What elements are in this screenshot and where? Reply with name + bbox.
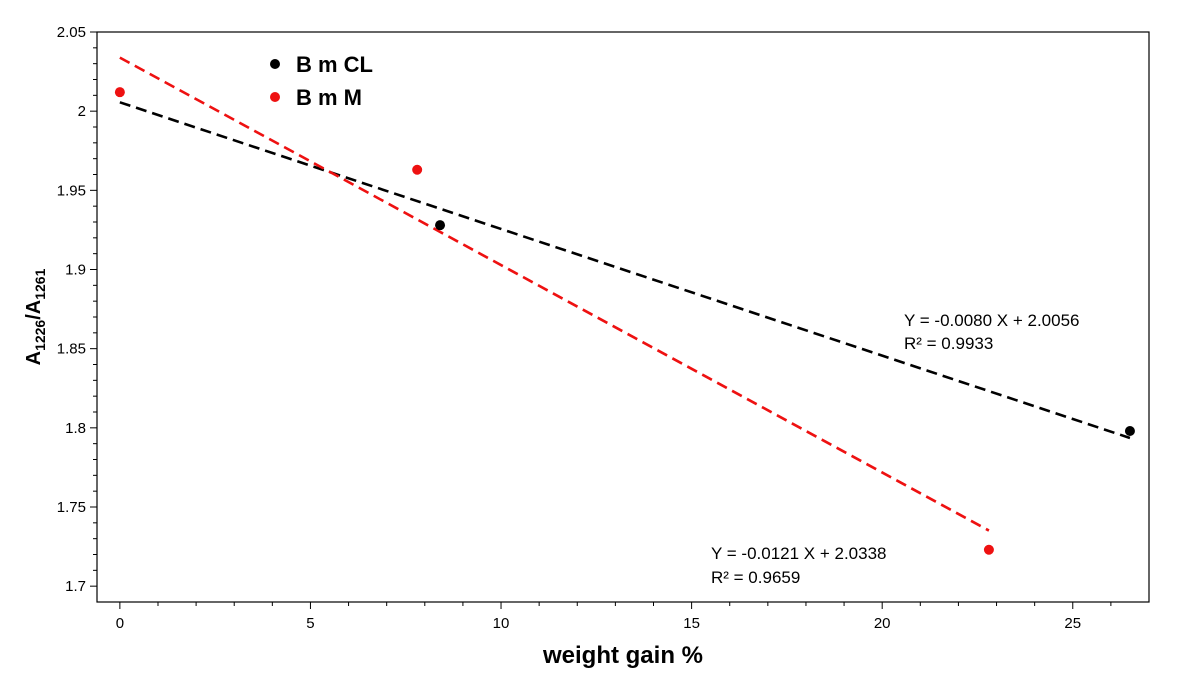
legend-label-b-m-m: B m M — [296, 85, 362, 110]
legend-marker-b-m-m — [270, 92, 280, 102]
data-point-b-m-cl — [1124, 426, 1135, 436]
y-tick-label: 1.9 — [65, 262, 86, 279]
fit-line-b-m-cl — [119, 101, 1131, 440]
y-tick-label: 1.7 — [65, 578, 86, 595]
data-point-b-m-m — [114, 87, 125, 98]
y-tick-label: 1.75 — [57, 499, 86, 516]
fit-lines — [119, 56, 1131, 532]
y-tick-label: 2.05 — [57, 24, 86, 41]
y-tick-label: 1.85 — [57, 341, 86, 358]
y-axis: 1.7 1.75 1.8 1.85 1.9 1.95 2 2.05 — [57, 24, 97, 595]
y-tick-label: 1.95 — [57, 182, 86, 199]
x-tick-label: 10 — [493, 615, 510, 632]
x-axis-title: weight gain % — [542, 642, 703, 669]
data-point-b-m-m — [412, 164, 423, 175]
x-tick-label: 20 — [874, 615, 891, 632]
data-point-b-m-cl — [435, 220, 446, 231]
r2-text-b-m-cl: R² = 0.9933 — [904, 334, 993, 353]
legend: B m CL B m M — [270, 52, 373, 110]
x-tick-label: 15 — [683, 615, 700, 632]
y-axis-title: A1226/A1261 — [23, 268, 48, 365]
y-axis-title-sep: /A — [23, 300, 45, 320]
x-tick-label: 25 — [1064, 615, 1081, 632]
legend-marker-b-m-cl — [270, 59, 280, 69]
fit-line-b-m-m — [119, 56, 990, 532]
x-tick-label: 5 — [306, 615, 314, 632]
equation-text-b-m-cl: Y = -0.0080 X + 2.0056 — [904, 311, 1080, 330]
r2-text-b-m-m: R² = 0.9659 — [711, 568, 800, 587]
y-axis-title-sub1: 1226 — [32, 320, 48, 351]
legend-label-b-m-cl: B m CL — [296, 52, 373, 77]
data-points — [114, 87, 1135, 555]
y-axis-title-sub2: 1261 — [32, 268, 48, 299]
y-tick-label: 1.8 — [65, 420, 86, 437]
equation-b-m-cl: Y = -0.0080 X + 2.0056 R² = 0.9933 — [904, 311, 1080, 353]
equation-b-m-m: Y = -0.0121 X + 2.0338 R² = 0.9659 — [711, 544, 887, 587]
x-axis: 0 5 10 15 20 25 — [116, 602, 1112, 632]
y-axis-title-main: A — [23, 351, 45, 365]
x-tick-label: 0 — [116, 615, 124, 632]
y-tick-label: 2 — [78, 103, 86, 120]
data-point-b-m-m — [983, 544, 994, 555]
equation-text-b-m-m: Y = -0.0121 X + 2.0338 — [711, 544, 887, 563]
